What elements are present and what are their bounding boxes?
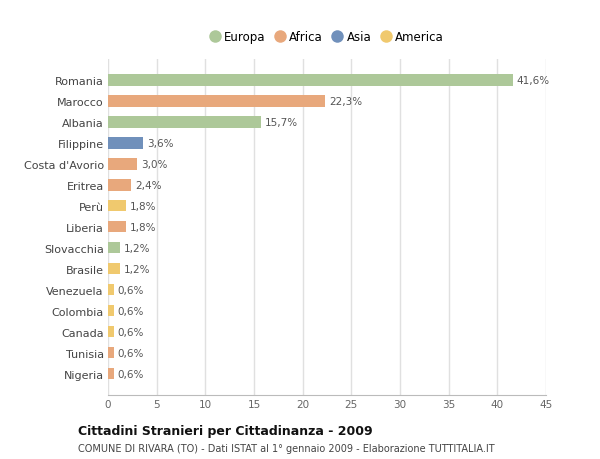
Text: 0,6%: 0,6% (118, 348, 144, 358)
Bar (108, 347, 114, 358)
Text: 0,6%: 0,6% (118, 285, 144, 295)
Text: 1,8%: 1,8% (130, 202, 156, 211)
Bar (108, 201, 125, 212)
Text: 2,4%: 2,4% (135, 180, 162, 190)
Text: 3,6%: 3,6% (147, 139, 173, 148)
Bar (108, 263, 119, 275)
Bar (108, 305, 114, 317)
Bar (108, 75, 513, 86)
Bar (108, 117, 261, 128)
Text: 41,6%: 41,6% (517, 76, 550, 86)
Text: 1,2%: 1,2% (124, 264, 150, 274)
Text: 15,7%: 15,7% (265, 118, 298, 128)
Text: 22,3%: 22,3% (329, 96, 362, 106)
Bar (108, 138, 143, 149)
Text: 0,6%: 0,6% (118, 327, 144, 337)
Text: 1,2%: 1,2% (124, 243, 150, 253)
Bar (108, 242, 119, 254)
Bar (108, 96, 325, 107)
Legend: Europa, Africa, Asia, America: Europa, Africa, Asia, America (208, 29, 446, 46)
Bar (108, 159, 137, 170)
Text: 0,6%: 0,6% (118, 306, 144, 316)
Bar (108, 326, 114, 338)
Bar (108, 221, 125, 233)
Bar (108, 284, 114, 296)
Text: Cittadini Stranieri per Cittadinanza - 2009: Cittadini Stranieri per Cittadinanza - 2… (78, 424, 373, 437)
Bar (108, 368, 114, 380)
Text: 3,0%: 3,0% (141, 159, 167, 169)
Bar (108, 179, 131, 191)
Text: 0,6%: 0,6% (118, 369, 144, 379)
Text: 1,8%: 1,8% (130, 222, 156, 232)
Text: COMUNE DI RIVARA (TO) - Dati ISTAT al 1° gennaio 2009 - Elaborazione TUTTITALIA.: COMUNE DI RIVARA (TO) - Dati ISTAT al 1°… (78, 443, 494, 453)
